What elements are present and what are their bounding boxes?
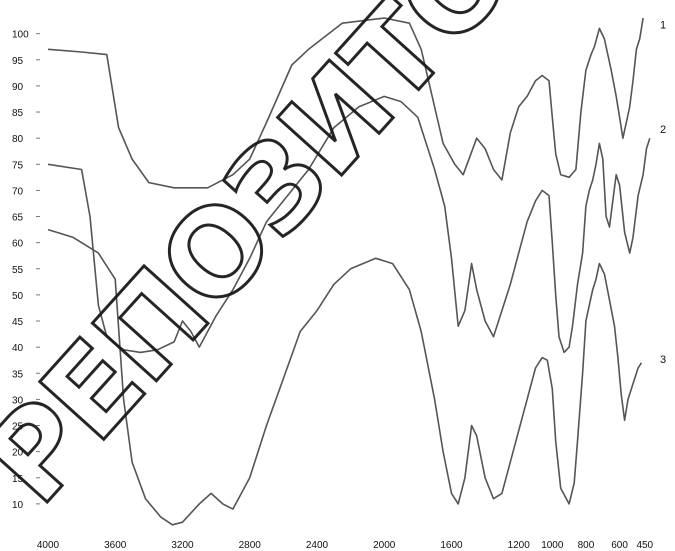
y-tick-label: 25 <box>12 422 24 433</box>
x-axis-ticks: 4000 3600 3200 2800 2400 2000 1600 1200 1000 800 6… <box>37 540 654 551</box>
watermark: РЕПОЗИТОРИЙ <box>0 0 675 530</box>
series-label-1: 1 <box>660 19 666 31</box>
y-tick-label: 85 <box>12 108 24 119</box>
watermark-text: РЕПОЗИТОРИЙ <box>0 0 675 530</box>
x-tick-label: 600 <box>611 540 628 551</box>
y-tick-label: 40 <box>12 343 24 354</box>
x-tick-label: 800 <box>578 540 595 551</box>
y-tick-label: 45 <box>12 317 24 328</box>
y-axis-ticks: 100 95 90 85 80 75 70 65 60 55 50 45 40 35 30 25 20 15 10 <box>12 30 40 511</box>
y-tick-label: 95 <box>12 56 24 67</box>
x-tick-label: 1000 <box>541 540 564 551</box>
y-tick-label: 70 <box>12 186 24 197</box>
plot-lines <box>47 17 651 526</box>
y-tick-label: 65 <box>12 213 24 224</box>
series-labels: 1 2 3 <box>660 19 666 365</box>
y-tick-label: 90 <box>12 82 24 93</box>
y-tick-label: 80 <box>12 134 24 145</box>
spectrum-line-2 <box>47 95 651 354</box>
series-label-2: 2 <box>660 124 666 136</box>
y-tick-label: 60 <box>12 239 24 250</box>
x-tick-label: 4000 <box>37 540 60 551</box>
x-tick-label: 2400 <box>306 540 329 551</box>
x-tick-label: 1200 <box>508 540 531 551</box>
y-tick-label: 35 <box>12 369 24 380</box>
y-tick-label: 75 <box>12 160 24 171</box>
x-tick-label: 2000 <box>373 540 396 551</box>
y-tick-label: 15 <box>12 474 24 485</box>
x-tick-label: 1600 <box>440 540 463 551</box>
y-tick-label: 20 <box>12 448 24 459</box>
y-tick-label: 10 <box>12 500 24 511</box>
y-tick-label: 100 <box>12 30 29 41</box>
x-tick-label: 2800 <box>239 540 262 551</box>
x-tick-label: 450 <box>636 540 653 551</box>
x-tick-label: 3200 <box>171 540 194 551</box>
y-tick-label: 55 <box>12 265 24 276</box>
spectrum-line-1 <box>47 17 644 189</box>
spectrum-line-3 <box>47 228 643 526</box>
y-tick-label: 30 <box>12 395 24 406</box>
x-tick-label: 3600 <box>104 540 127 551</box>
y-tick-label: 50 <box>12 291 24 302</box>
series-label-3: 3 <box>660 354 666 366</box>
